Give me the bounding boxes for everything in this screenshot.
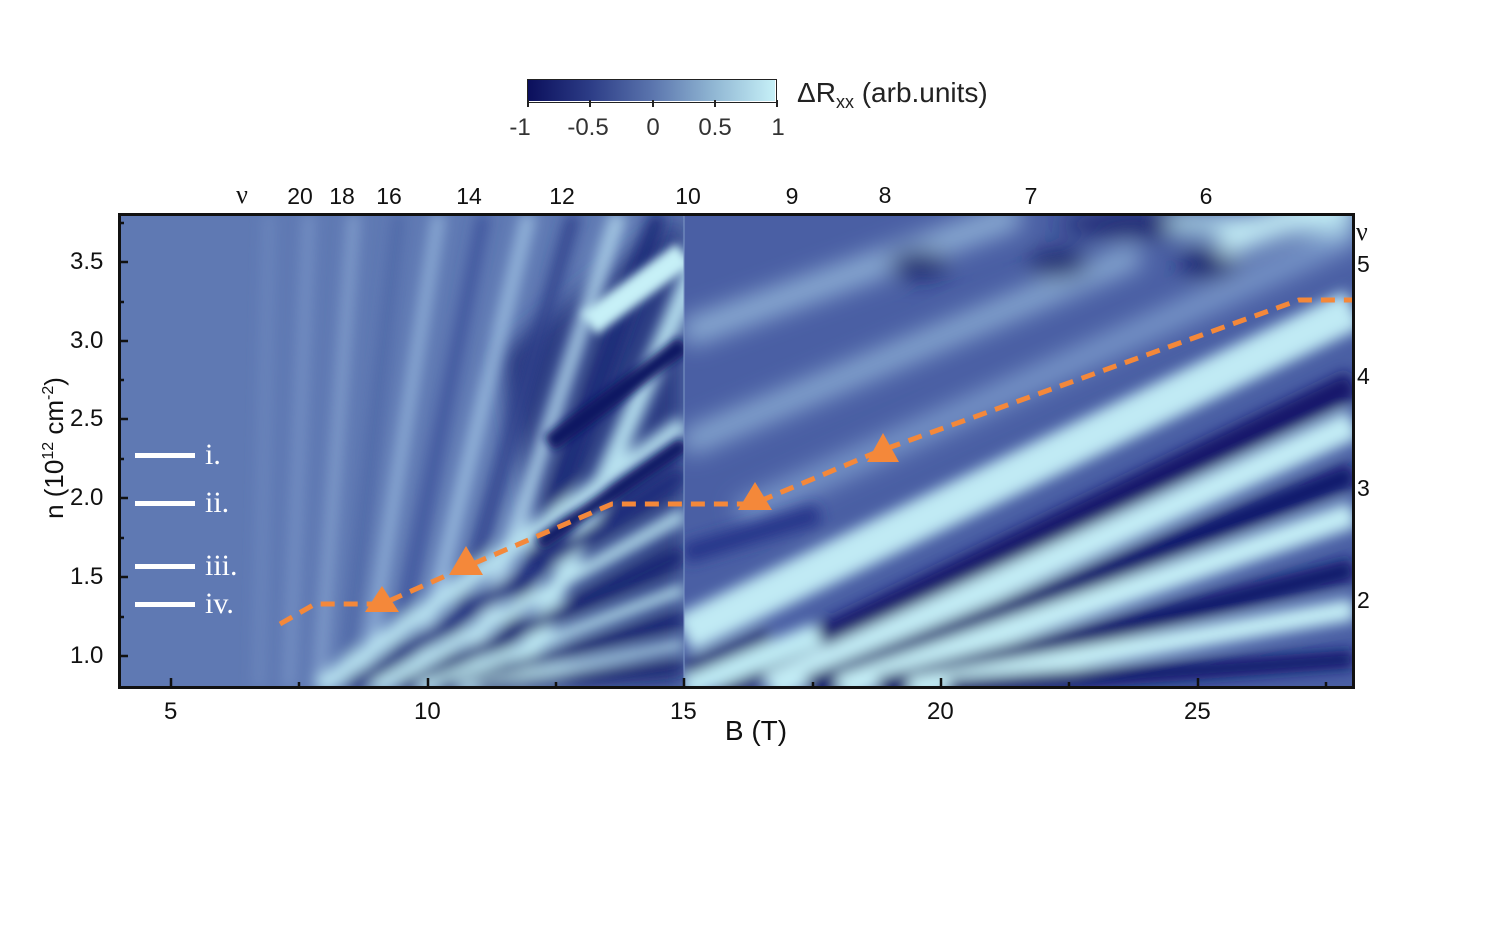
top-nu-tick: 18 — [329, 183, 355, 209]
top-nu-tick: 12 — [549, 183, 575, 209]
x-axis-title: B (T) — [724, 715, 788, 746]
density-marker-label-ii: ii. — [205, 486, 230, 519]
triangle-marker — [738, 482, 772, 510]
top-nu-tick: 8 — [878, 182, 892, 208]
colorbar-title-units: (arb.units) — [853, 77, 988, 108]
x-tick-label: 25 — [1184, 698, 1211, 725]
colorbar-title: ΔRxx (arb.units) — [797, 77, 988, 112]
y-axis-title-exp: -2 — [40, 385, 57, 400]
x-tick-label: 20 — [927, 698, 954, 725]
x-tick-label: 5 — [164, 698, 178, 725]
colorbar-tick-label: 1 — [771, 114, 785, 141]
density-marker-line-ii — [135, 501, 195, 506]
top-nu-tick: 16 — [376, 183, 402, 209]
density-marker-label-i: i. — [205, 438, 221, 471]
right-nu-tick: 3 — [1357, 475, 1370, 501]
density-marker-label-iii: iii. — [205, 549, 238, 582]
y-axis-title-end: ) — [39, 377, 69, 386]
x-tick-label: 15 — [670, 698, 697, 725]
y-tick-label: 2.0 — [70, 484, 104, 511]
y-axis-title-exp: 12 — [40, 441, 57, 460]
top-nu-tick: 20 — [287, 183, 313, 209]
density-marker-line-iv — [135, 602, 195, 607]
y-tick-label: 3.5 — [70, 248, 104, 275]
top-nu-tick: 7 — [1024, 183, 1038, 209]
colorbar-tick-label: 0.5 — [698, 114, 732, 141]
y-tick-label: 3.0 — [70, 327, 104, 354]
y-tick-label: 2.5 — [70, 405, 104, 432]
y-axis-title-unit: cm — [39, 399, 69, 442]
triangle-marker — [867, 433, 899, 462]
right-nu-symbol: ν — [1356, 217, 1368, 246]
heatmap-plot-area — [119, 214, 1354, 688]
colorbar-title-sub: xx — [835, 92, 854, 112]
colorbar-ticks — [527, 100, 778, 107]
density-marker-line-i — [135, 453, 195, 458]
right-nu-tick: 4 — [1357, 363, 1370, 389]
colorbar-tick-label: -0.5 — [567, 114, 609, 141]
top-nu-tick: 6 — [1199, 183, 1213, 209]
y-axis-title: n (1012 cm-2) — [39, 377, 69, 519]
right-nu-tick: 5 — [1357, 251, 1370, 277]
density-marker-label-iv: iv. — [205, 587, 234, 620]
heatmap-left-panel — [119, 214, 684, 688]
annotation-dashed-line — [278, 297, 1354, 627]
x-tick-label: 10 — [414, 698, 441, 725]
density-marker-line-iii — [135, 564, 195, 569]
triangle-marker — [365, 586, 399, 612]
top-nu-tick: 14 — [456, 183, 482, 209]
top-nu-tick: 10 — [675, 183, 701, 209]
colorbar-title-main: ΔR — [797, 77, 836, 108]
right-nu-tick: 2 — [1357, 587, 1370, 613]
y-tick-label: 1.0 — [70, 642, 104, 669]
colorbar-tick-label: -1 — [509, 114, 531, 141]
top-nu-tick: 9 — [785, 183, 799, 209]
y-axis-title-main: n (10 — [39, 459, 69, 519]
triangle-marker — [449, 546, 483, 575]
top-nu-symbol: ν — [236, 180, 248, 209]
y-tick-label: 1.5 — [70, 563, 104, 590]
heatmap-right-panel — [684, 214, 1354, 688]
colorbar-tick-label: 0 — [646, 114, 660, 141]
